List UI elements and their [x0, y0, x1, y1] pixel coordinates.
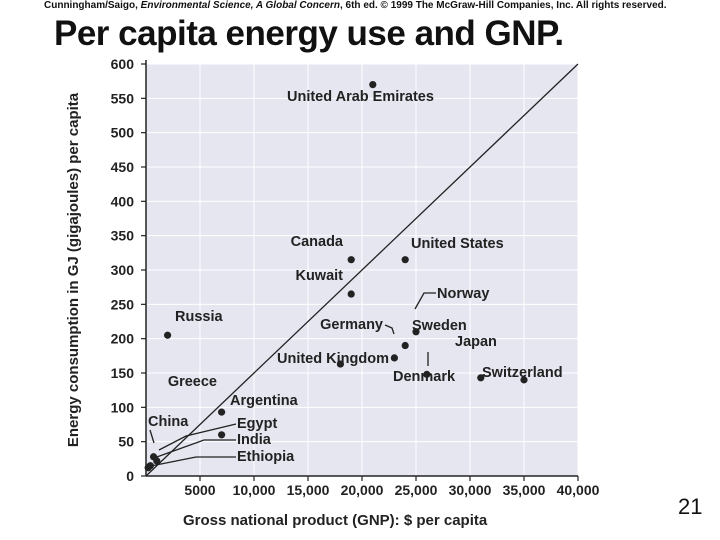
leader-line-norway	[414, 292, 436, 310]
x-tick-label-10000: 10,000	[233, 482, 276, 498]
x-tick-label-40000: 40,000	[557, 482, 600, 498]
point-switzerland	[520, 376, 528, 384]
y-tick-label-200: 200	[111, 331, 135, 347]
x-tick-label-35000: 35,000	[503, 482, 546, 498]
x-tick-label-20000: 20,000	[341, 482, 384, 498]
y-tick-label-350: 350	[111, 228, 135, 244]
y-tick-label-250: 250	[111, 296, 135, 312]
point-russia	[164, 331, 172, 339]
y-tick-label-500: 500	[111, 125, 135, 141]
axis-ticks: 0 50 100 150 200 250 300 350 400 450 500 550 600 5000…	[111, 56, 600, 498]
label-denmark: Denmark	[393, 369, 456, 385]
label-greece: Greece	[168, 374, 217, 390]
label-norway: Norway	[437, 286, 489, 302]
point-united-states	[401, 256, 409, 264]
point-ethiopia	[144, 464, 152, 472]
label-united-states: United States	[411, 236, 504, 252]
label-united-arab-emirates: United Arab Emirates	[287, 89, 434, 105]
y-tick-label-300: 300	[111, 262, 135, 278]
x-tick-label-5000: 5000	[184, 482, 215, 498]
trend-line-group	[145, 63, 579, 477]
leader-line-egypt	[158, 423, 237, 451]
y-axis-title: Energy consumption in GJ (gigajoules) pe…	[65, 92, 82, 447]
label-kuwait: Kuwait	[295, 268, 343, 284]
x-axis-title: Gross national product (GNP): $ per capi…	[183, 512, 488, 529]
page-number: 21	[678, 494, 703, 519]
diagonal-trend-line	[145, 63, 579, 477]
point-united-kingdom	[336, 360, 344, 368]
point-germany	[390, 354, 398, 362]
label-japan: Japan	[455, 334, 497, 350]
label-india: India	[237, 432, 272, 448]
leader-line-ethiopia	[150, 456, 236, 467]
y-tick-label-400: 400	[111, 193, 135, 209]
point-norway	[412, 328, 420, 336]
label-sweden: Sweden	[412, 318, 467, 334]
data-points	[144, 81, 528, 472]
label-argentina: Argentina	[230, 393, 299, 409]
leader-line-china	[149, 429, 155, 444]
point-denmark	[423, 370, 431, 378]
point-argentina	[218, 431, 226, 439]
y-tick-label-600: 600	[111, 56, 135, 72]
point-greece	[218, 408, 226, 416]
leader-line-germany	[384, 324, 395, 335]
label-germany: Germany	[320, 317, 383, 333]
label-switzerland: Switzerland	[482, 365, 563, 381]
x-tick-label-25000: 25,000	[395, 482, 438, 498]
point-canada	[347, 256, 355, 264]
copyright-credit: Cunningham/Saigo, Environmental Science,…	[44, 0, 667, 11]
point-sweden	[401, 341, 409, 350]
point-egypt	[153, 457, 161, 465]
point-kuwait	[347, 290, 355, 298]
label-leader-lines	[149, 292, 436, 467]
y-tick-label-550: 550	[111, 90, 135, 106]
leader-line-india	[153, 439, 236, 459]
y-tick-label-50: 50	[118, 434, 134, 450]
x-tick-label-15000: 15,000	[287, 482, 330, 498]
y-tick-label-450: 450	[111, 159, 135, 175]
point-labels: United Arab Emirates Canada United States K…	[148, 89, 563, 465]
point-japan	[477, 374, 485, 382]
label-china: China	[148, 414, 189, 430]
label-russia: Russia	[175, 309, 223, 325]
y-tick-label-100: 100	[111, 399, 135, 415]
grid-lines	[146, 63, 579, 477]
label-canada: Canada	[291, 234, 344, 250]
page-title: Per capita energy use and GNP.	[54, 14, 564, 53]
label-ethiopia: Ethiopia	[237, 449, 295, 465]
credit-publisher: , 6th ed. © 1999 The McGraw-Hill Compani…	[339, 0, 667, 11]
x-tick-label-30000: 30,000	[449, 482, 492, 498]
label-egypt: Egypt	[237, 416, 277, 432]
credit-book-title: Environmental Science, A Global Concern	[140, 0, 340, 11]
y-tick-label-150: 150	[111, 365, 135, 381]
point-united-arab-emirates	[369, 81, 377, 89]
y-tick-label-0: 0	[126, 468, 134, 484]
credit-authors: Cunningham/Saigo,	[44, 0, 141, 11]
label-united-kingdom: United Kingdom	[277, 351, 389, 367]
